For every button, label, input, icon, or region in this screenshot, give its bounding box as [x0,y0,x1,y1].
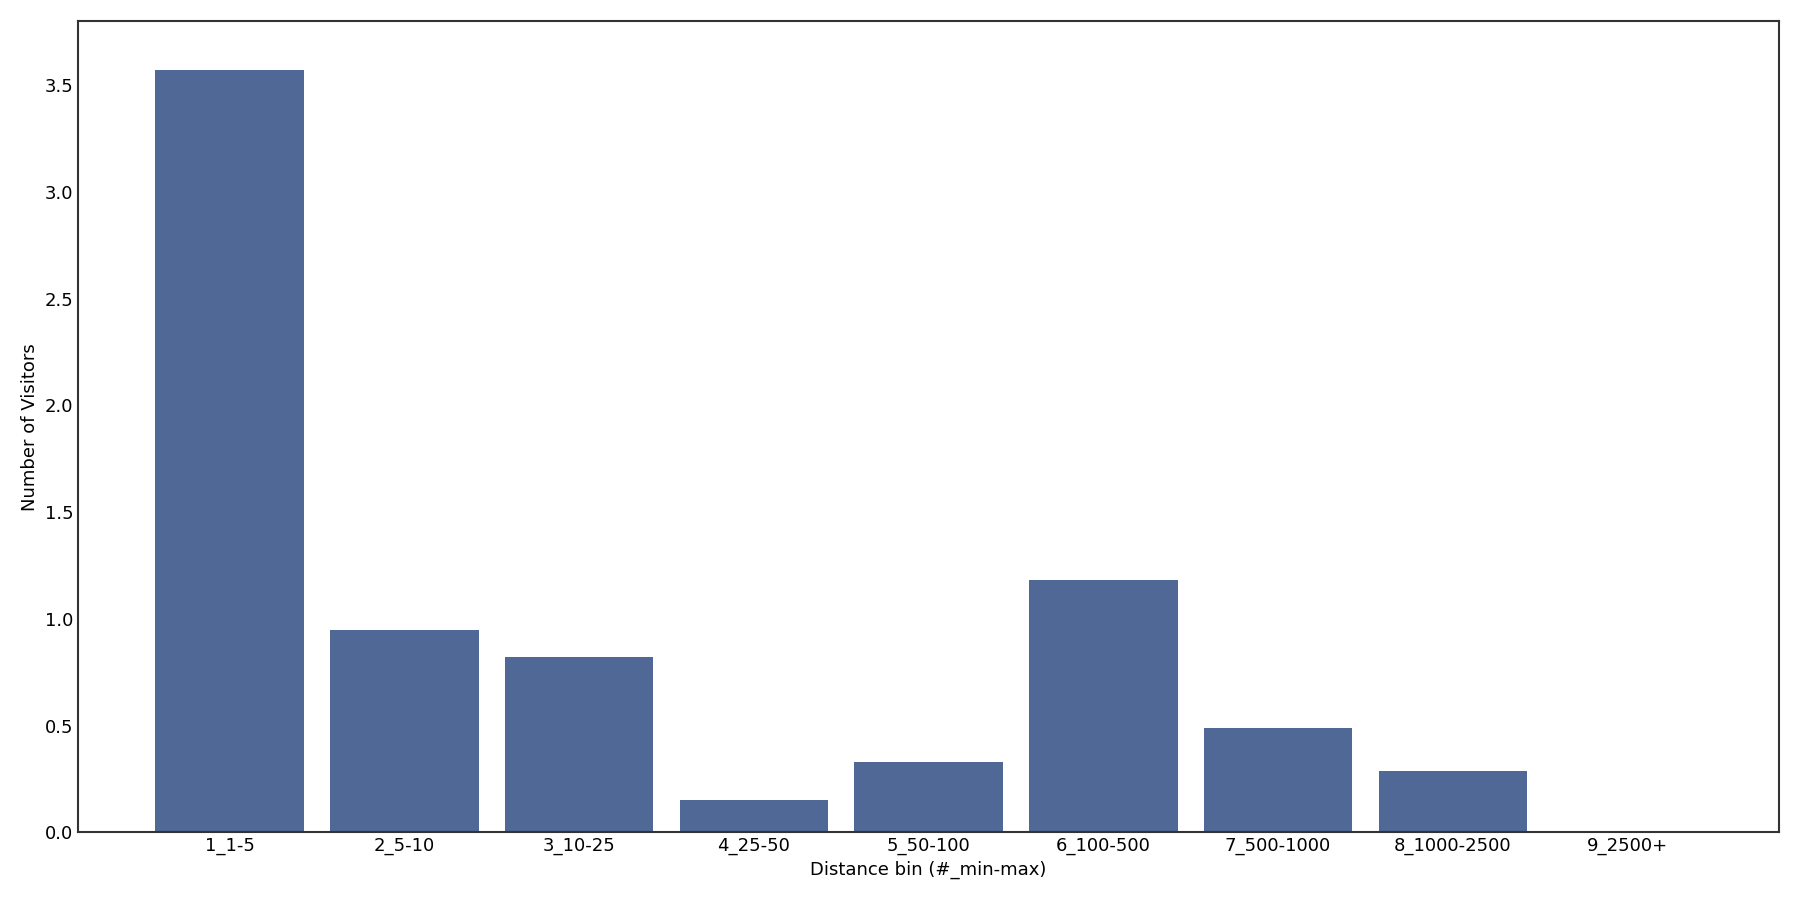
Bar [504,657,653,832]
Bar [329,630,479,833]
Bar [1030,580,1177,832]
Bar [855,762,1003,832]
Bar [1379,770,1526,832]
Y-axis label: Number of Visitors: Number of Visitors [22,343,40,510]
Bar [680,800,828,832]
Bar [155,70,304,833]
Bar [1204,728,1352,832]
X-axis label: Distance bin (#_min-max): Distance bin (#_min-max) [810,861,1048,879]
